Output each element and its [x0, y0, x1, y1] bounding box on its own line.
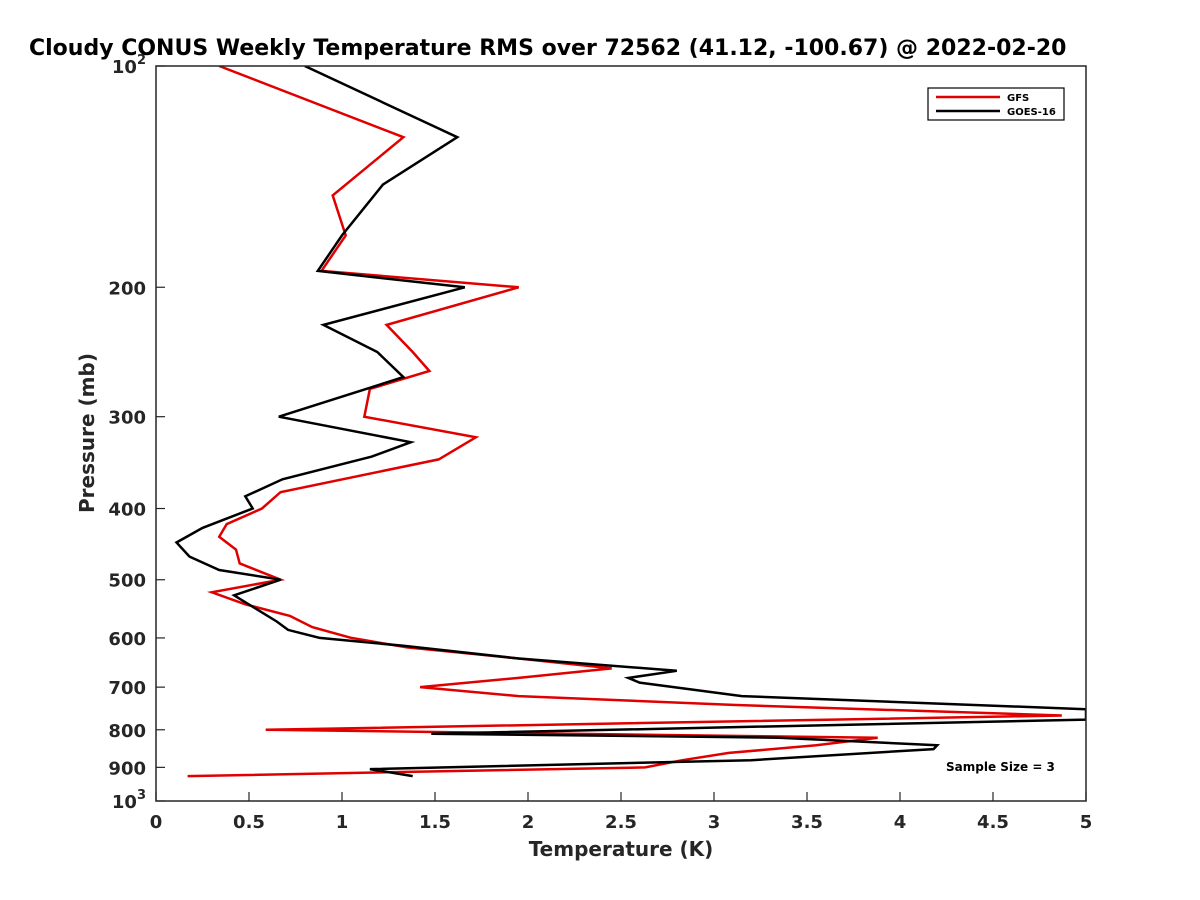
legend-box: [927, 87, 1065, 121]
legend-label-gfs: GFS: [1007, 93, 1029, 104]
y-axis: 102 200 300 400 500 600 700 800 900 103: [108, 53, 165, 813]
plot-area: [174, 66, 1086, 778]
y-tick-label: 600: [108, 629, 146, 650]
y-tick-label: 900: [108, 758, 146, 779]
sample-size-annotation: Sample Size = 3: [946, 760, 1055, 774]
x-tick-label: 5: [1080, 812, 1093, 833]
x-axis-label: Temperature (K): [529, 837, 714, 861]
legend-label-goes16: GOES-16: [1007, 107, 1056, 118]
series-line-gfs: [187, 66, 1062, 778]
y-tick-label: 800: [108, 721, 146, 742]
x-tick-label: 4.5: [977, 812, 1009, 833]
y-tick-label: 102: [112, 53, 146, 78]
x-tick-label: 3.5: [791, 812, 823, 833]
x-tick-label: 0.5: [233, 812, 265, 833]
x-tick-label: 4: [894, 812, 907, 833]
y-tick-label: 500: [108, 571, 146, 592]
legend: GFS GOES-16: [927, 87, 1065, 121]
y-tick-label: 400: [108, 500, 146, 521]
x-tick-label: 2.5: [605, 812, 637, 833]
x-tick-label: 1.5: [419, 812, 451, 833]
x-tick-label: 3: [708, 812, 721, 833]
y-tick-label: 700: [108, 678, 146, 699]
y-tick-label: 200: [108, 278, 146, 299]
x-axis: 0 0.5 1 1.5 2 2.5 3 3.5 4 4.5 5: [150, 792, 1093, 833]
y-tick-label: 300: [108, 408, 146, 429]
x-tick-label: 2: [522, 812, 535, 833]
chart-title: Cloudy CONUS Weekly Temperature RMS over…: [29, 36, 1066, 61]
plot-frame: [155, 65, 1087, 802]
y-tick-label: 103: [112, 788, 146, 813]
series-line-goes16: [174, 66, 1086, 778]
x-tick-label: 1: [336, 812, 349, 833]
x-tick-label: 0: [150, 812, 163, 833]
y-axis-label: Pressure (mb): [75, 353, 99, 513]
